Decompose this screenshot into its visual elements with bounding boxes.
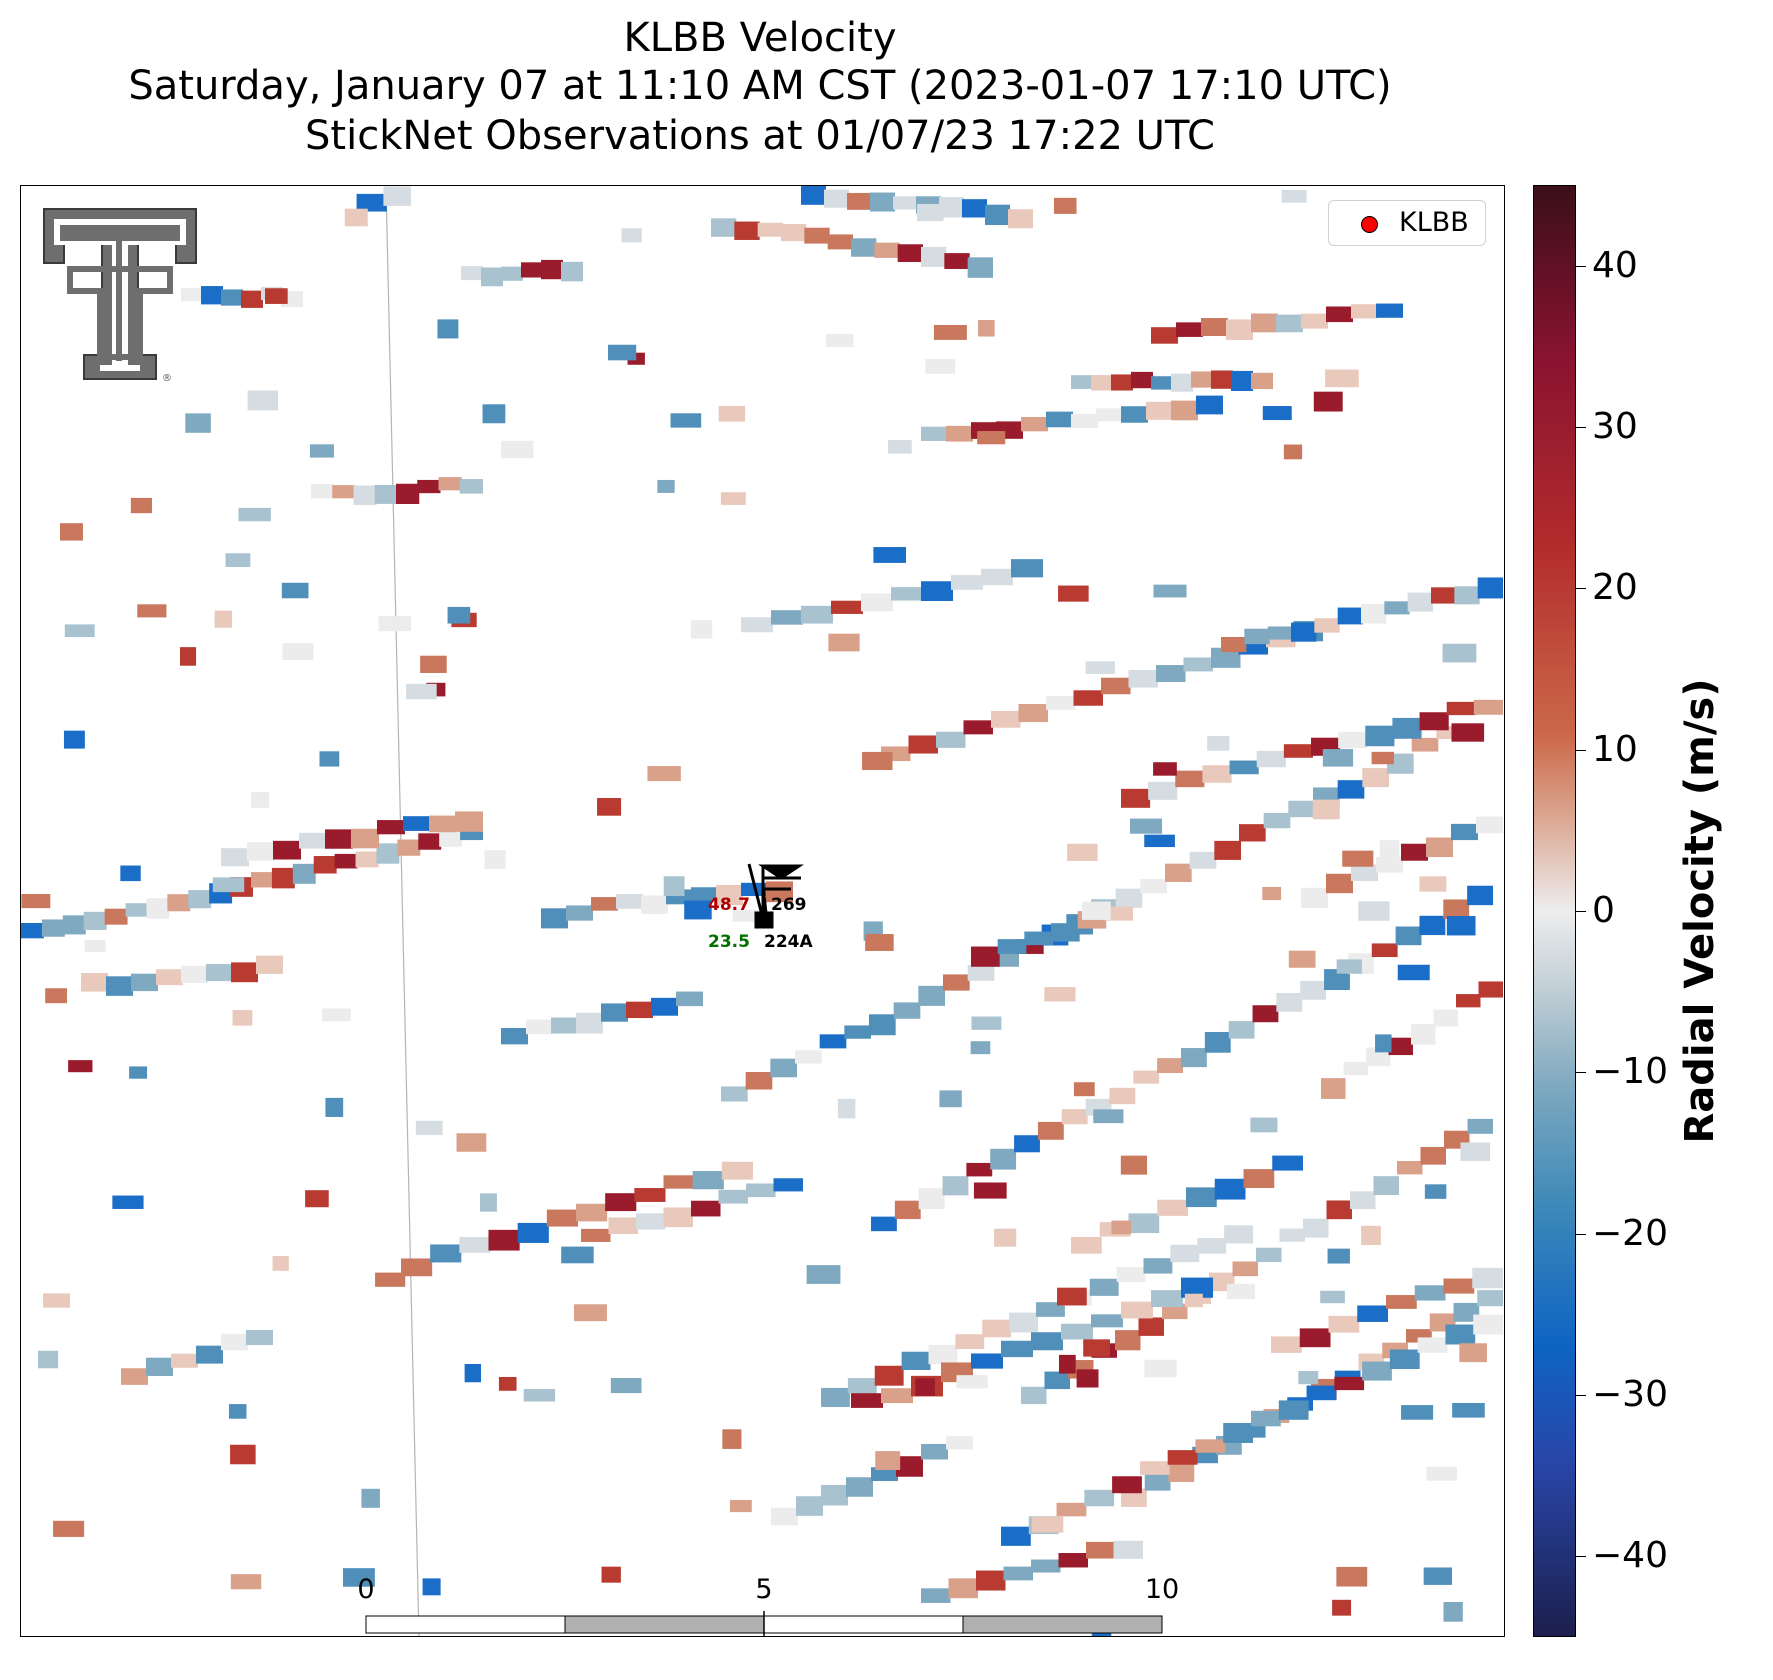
- county-line: [385, 186, 420, 1636]
- colorbar-tick: [1576, 911, 1586, 912]
- scale-segment-1: [365, 1615, 566, 1634]
- colorbar-tick: [1576, 1072, 1586, 1074]
- colorbar-tick-label: 20: [1592, 567, 1638, 609]
- colorbar-tick-label: 30: [1592, 406, 1638, 447]
- scale-label-0: 0: [357, 1574, 375, 1605]
- colorbar-tick: [1576, 749, 1586, 751]
- colorbar-label: Radial Velocity (m/s): [1677, 678, 1723, 1144]
- title-line-1: KLBB Velocity: [623, 15, 897, 61]
- svg-text:®: ®: [162, 373, 172, 384]
- colorbar-tick-label: −40: [1592, 1535, 1668, 1577]
- station-label-224A: 224A: [764, 932, 813, 952]
- scale-bar: [365, 1611, 1163, 1636]
- klbb-marker-icon: [1361, 216, 1378, 233]
- station-value-269: 48.7: [708, 895, 750, 915]
- legend: KLBB: [1328, 200, 1486, 246]
- colorbar-tick-label: −20: [1592, 1212, 1668, 1254]
- colorbar: [1533, 185, 1576, 1637]
- scale-segment-2: [564, 1615, 765, 1634]
- colorbar-tick-label: 40: [1592, 244, 1638, 286]
- legend-label: KLBB: [1399, 207, 1469, 238]
- colorbar-tick: [1576, 1233, 1586, 1235]
- station-value-224A: 23.5: [708, 932, 750, 952]
- scale-label-5: 5: [755, 1574, 773, 1605]
- colorbar-tick-label: 10: [1592, 728, 1638, 770]
- colorbar-tick: [1576, 265, 1586, 267]
- title-line-3: StickNet Observations at 01/07/23 17:22 …: [305, 113, 1215, 159]
- scale-label-10: 10: [1144, 1574, 1180, 1605]
- colorbar-tick-label: 0: [1592, 890, 1615, 931]
- colorbar-tick: [1576, 1556, 1586, 1558]
- station-label-269: 269: [771, 895, 807, 915]
- title-line-2: Saturday, January 07 at 11:10 AM CST (20…: [128, 63, 1392, 109]
- velocity-field: [21, 186, 1503, 1636]
- radar-map[interactable]: 48.7 269 23.5 224A 0 5 10 km: [20, 185, 1505, 1637]
- texas-tech-logo-icon: ®: [43, 208, 197, 384]
- colorbar-tick-label: −10: [1592, 1051, 1668, 1093]
- colorbar-tick: [1576, 1395, 1586, 1396]
- colorbar-tick: [1576, 588, 1586, 590]
- scale-segment-4: [962, 1615, 1163, 1634]
- colorbar-tick: [1576, 427, 1586, 428]
- scale-segment-3: [763, 1615, 964, 1634]
- colorbar-tick-label: −30: [1592, 1374, 1668, 1415]
- velocity-cells: [21, 186, 1503, 1636]
- wind-barb-224A: [754, 885, 774, 929]
